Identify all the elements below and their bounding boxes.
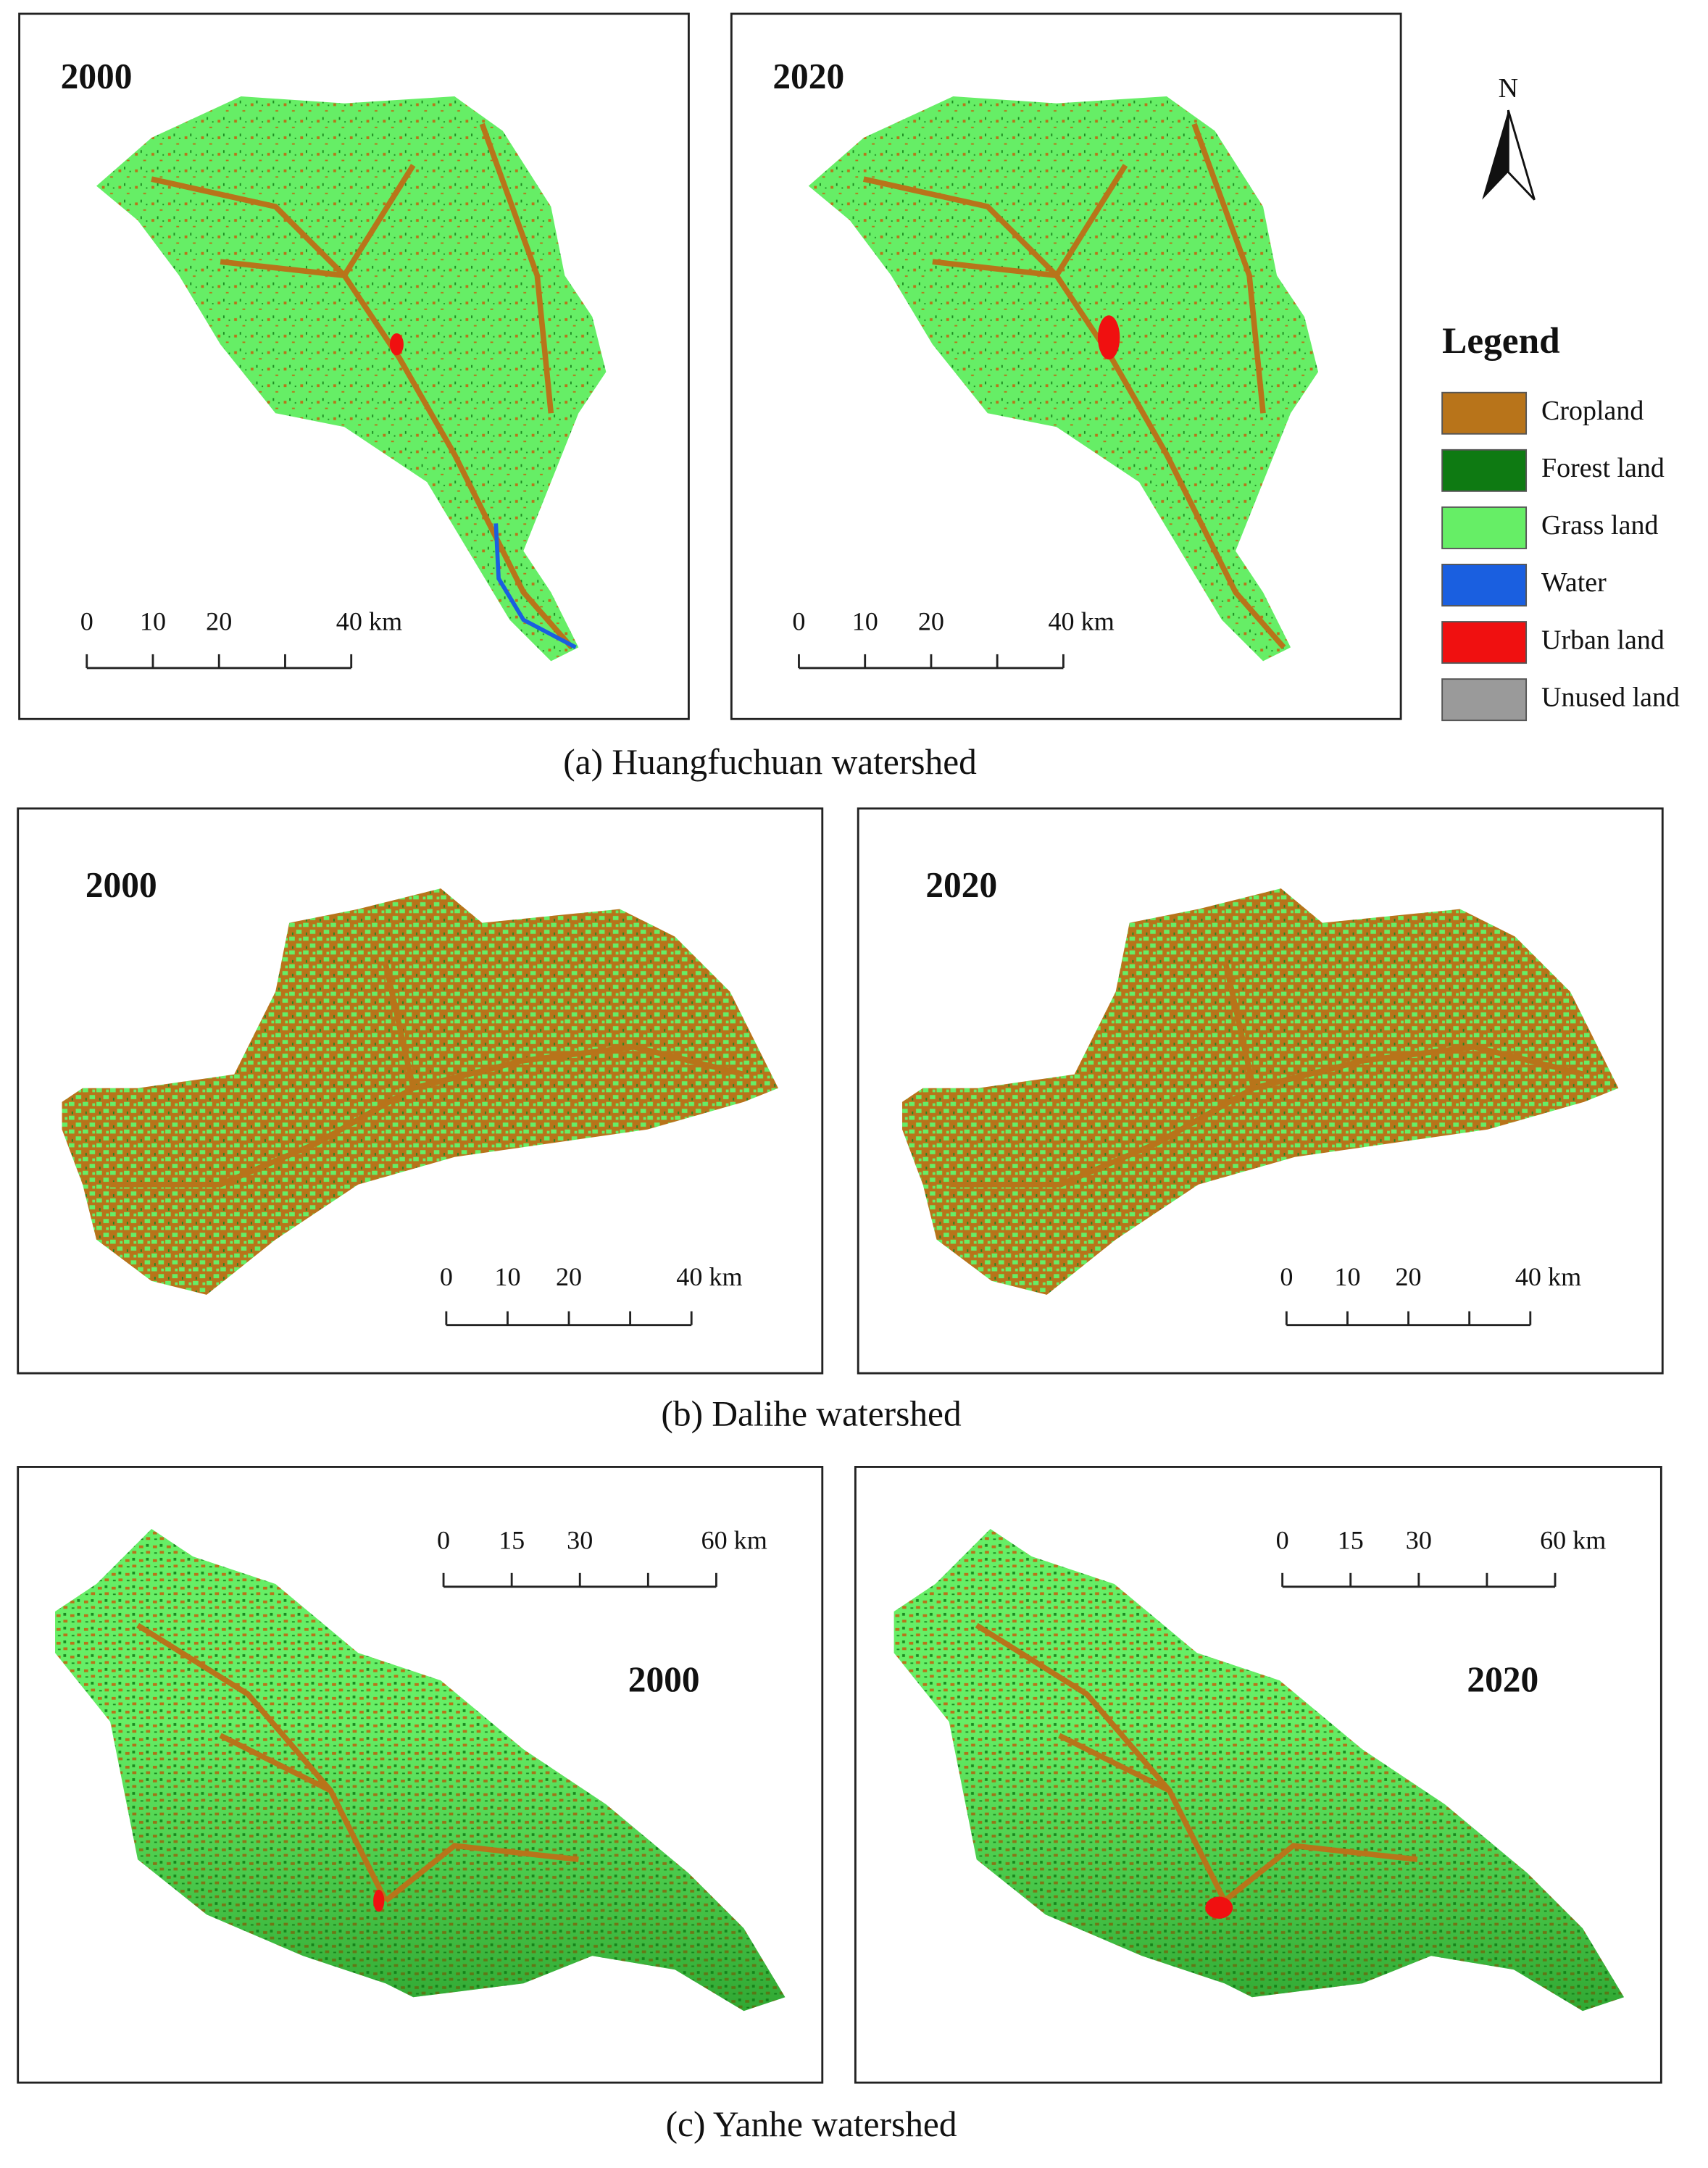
- watershed: [96, 96, 607, 662]
- urban-patch: [373, 1890, 385, 1912]
- scale-label: 30: [1406, 1525, 1432, 1554]
- forest-shade: [55, 1528, 786, 2011]
- year-label: 2020: [925, 864, 997, 904]
- water-line: [493, 523, 577, 649]
- year-label: 2000: [61, 57, 133, 96]
- watershed: [62, 888, 778, 1295]
- scale-label: 15: [1338, 1525, 1364, 1554]
- watershed-area: [808, 96, 1319, 662]
- legend-title: Legend: [1442, 320, 1560, 362]
- river: [975, 1622, 1418, 1904]
- river: [136, 1622, 579, 1904]
- scale-label: 10: [140, 606, 166, 635]
- scale-label: 10: [494, 1262, 520, 1291]
- scale-label: 40 km: [676, 1262, 742, 1291]
- legend-swatch: [1441, 621, 1528, 664]
- watershed: [893, 1528, 1625, 2011]
- scale-label: 60 km: [701, 1525, 767, 1554]
- urban-patch: [1205, 1896, 1233, 1919]
- scale-label: 20: [206, 606, 232, 635]
- river: [151, 122, 574, 649]
- north-arrow: [1507, 109, 1536, 201]
- scale-label: 0: [1280, 1262, 1293, 1291]
- year-label: 2000: [628, 1659, 700, 1699]
- scale-label: 40 km: [336, 606, 402, 635]
- river: [862, 122, 1286, 649]
- scale-label: 0: [440, 1262, 453, 1291]
- river: [110, 963, 745, 1188]
- watershed-area: [62, 888, 778, 1295]
- scale-label: 15: [499, 1525, 525, 1554]
- scale-label: 20: [556, 1262, 582, 1291]
- north-label: N: [1499, 73, 1518, 104]
- watershed: [55, 1528, 786, 2011]
- scale-label: 0: [437, 1525, 450, 1554]
- scale-label: 10: [852, 606, 878, 635]
- legend-label: Cropland: [1541, 396, 1644, 426]
- urban-patch: [389, 333, 404, 356]
- legend-swatch: [1441, 506, 1528, 549]
- scale-label: 40 km: [1049, 606, 1115, 635]
- river: [950, 963, 1585, 1188]
- caption: (a) Huangfuchuan watershed: [563, 742, 977, 782]
- scale-label: 40 km: [1515, 1262, 1581, 1291]
- north-arrow: [1482, 110, 1509, 200]
- legend-label: Grass land: [1541, 510, 1658, 541]
- legend-swatch: [1441, 678, 1528, 722]
- year-label: 2020: [772, 57, 844, 96]
- year-label: 2000: [86, 864, 157, 904]
- scale-label: 0: [1276, 1525, 1289, 1554]
- scale-label: 20: [918, 606, 944, 635]
- legend-label: Unused land: [1541, 682, 1680, 712]
- legend-swatch: [1441, 449, 1528, 492]
- caption: (b) Dalihe watershed: [661, 1393, 962, 1433]
- scale-label: 0: [792, 606, 805, 635]
- legend-label: Forest land: [1541, 453, 1665, 483]
- urban-patch: [1097, 315, 1120, 360]
- caption: (c) Yanhe watershed: [666, 2104, 957, 2144]
- scale-label: 60 km: [1540, 1525, 1606, 1554]
- legend-swatch: [1441, 564, 1528, 606]
- scale-label: 20: [1396, 1262, 1422, 1291]
- scale-label: 0: [80, 606, 93, 635]
- legend-label: Urban land: [1541, 625, 1665, 655]
- watershed-area: [96, 96, 607, 662]
- scale-label: 10: [1334, 1262, 1360, 1291]
- forest-shade: [893, 1528, 1625, 2011]
- watershed: [808, 96, 1319, 662]
- year-label: 2020: [1467, 1659, 1538, 1699]
- legend-label: Water: [1541, 567, 1607, 598]
- scale-label: 30: [567, 1525, 593, 1554]
- watershed-area: [902, 888, 1619, 1295]
- watershed: [902, 888, 1619, 1295]
- legend-swatch: [1441, 391, 1528, 435]
